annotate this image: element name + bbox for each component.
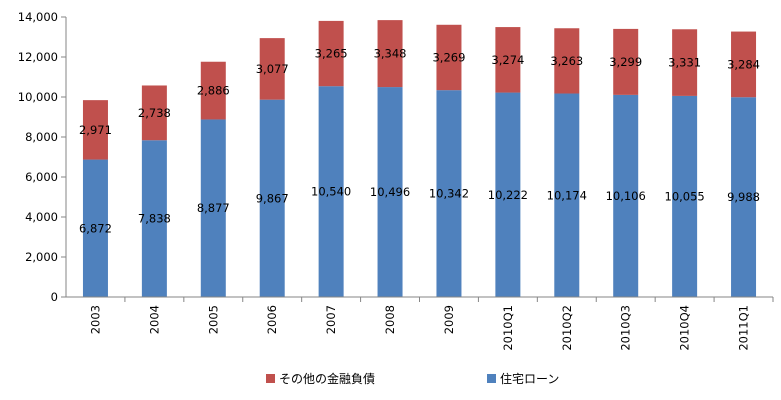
x-tick-label: 2008: [383, 305, 397, 334]
data-label-housing-loan: 10,342: [429, 187, 469, 201]
bars: 6,872 2,971 7,838 2,738 8,877 2,886 9,867 3,077…: [79, 20, 760, 298]
legend-item-other-liabilities: その他の金融負債: [266, 370, 375, 387]
legend-item-housing-loan: 住宅ローン: [487, 370, 559, 387]
x-axis: 2003 2004 2005 2006 2007 2008 2009 2010Q1 2010Q2…: [66, 296, 774, 351]
legend-label-housing-loan: 住宅ローン: [500, 372, 560, 386]
data-label-housing-loan: 9,867: [256, 191, 289, 205]
bar-housing-loan: [436, 90, 462, 297]
x-tick-label: 2003: [88, 305, 102, 334]
data-label-housing-loan: 10,222: [488, 188, 528, 202]
data-label-housing-loan: 8,877: [197, 201, 230, 215]
bar-housing-loan: [141, 140, 167, 297]
y-tick-label: 10,000: [18, 90, 58, 104]
y-tick-label: 0: [51, 290, 58, 304]
bar-other-liabilities: [495, 27, 521, 93]
x-tick-label: 2011Q1: [737, 305, 751, 351]
data-label-other-liabilities: 3,263: [550, 54, 583, 68]
x-tick-label: 2004: [147, 305, 161, 334]
x-tick-label: 2005: [206, 305, 220, 334]
data-label-housing-loan: 10,496: [370, 185, 410, 199]
data-label-other-liabilities: 3,331: [668, 56, 701, 70]
bar-other-liabilities: [259, 38, 285, 100]
bar-other-liabilities: [731, 31, 757, 98]
y-tick-label: 8,000: [25, 130, 58, 144]
bar-housing-loan: [82, 159, 108, 297]
legend: その他の金融負債 住宅ローン: [0, 370, 781, 390]
data-label-housing-loan: 7,838: [138, 212, 171, 226]
x-tick-label: 2009: [442, 305, 456, 334]
data-label-other-liabilities: 3,265: [315, 47, 348, 61]
bar-housing-loan: [731, 97, 757, 298]
data-label-other-liabilities: 2,886: [197, 84, 230, 98]
bar-other-liabilities: [82, 100, 108, 160]
y-tick-label: 14,000: [18, 10, 58, 24]
bar-other-liabilities: [318, 20, 344, 87]
bar-other-liabilities: [554, 28, 580, 94]
bar-other-liabilities: [436, 24, 462, 91]
bar-housing-loan: [613, 94, 639, 297]
y-tick-label: 6,000: [25, 170, 58, 184]
bar-housing-loan: [318, 86, 344, 297]
x-tick-label: 2010Q3: [619, 305, 633, 351]
bar-housing-loan: [377, 87, 403, 297]
y-tick-label: 12,000: [18, 50, 58, 64]
data-label-housing-loan: 10,174: [547, 188, 587, 202]
data-label-other-liabilities: 3,269: [432, 50, 465, 64]
bar-other-liabilities: [377, 20, 403, 88]
bar-housing-loan: [495, 92, 521, 297]
x-tick-label: 2010Q4: [678, 305, 692, 351]
bar-other-liabilities: [672, 29, 698, 96]
data-label-other-liabilities: 3,299: [609, 55, 642, 69]
legend-label-other-liabilities: その他の金融負債: [279, 372, 376, 386]
bar-housing-loan: [259, 99, 285, 297]
bar-housing-loan: [554, 93, 580, 298]
legend-swatch-housing-loan: [487, 374, 496, 383]
bar-housing-loan: [672, 95, 698, 298]
data-label-housing-loan: 10,106: [606, 189, 646, 203]
x-tick-label: 2010Q1: [501, 305, 515, 351]
bar-other-liabilities: [200, 61, 226, 120]
data-label-other-liabilities: 3,274: [491, 53, 524, 67]
bar-housing-loan: [200, 119, 226, 298]
y-tick-label: 2,000: [25, 250, 58, 264]
data-label-housing-loan: 10,540: [311, 185, 351, 199]
data-label-other-liabilities: 3,348: [374, 47, 407, 61]
data-label-other-liabilities: 3,077: [256, 62, 289, 76]
data-label-housing-loan: 9,988: [727, 190, 760, 204]
y-axis: 0 2,000 4,000 6,000 8,000 10,000 12,000 14,000: [18, 10, 67, 304]
x-tick-label: 2010Q2: [560, 305, 574, 351]
y-tick-label: 4,000: [25, 210, 58, 224]
x-tick-label: 2006: [265, 305, 279, 334]
bar-other-liabilities: [141, 85, 167, 141]
x-tick-label: 2007: [324, 305, 338, 334]
data-label-other-liabilities: 2,738: [138, 106, 171, 120]
data-label-housing-loan: 10,055: [665, 189, 705, 203]
data-label-other-liabilities: 2,971: [79, 123, 112, 137]
legend-swatch-other-liabilities: [266, 374, 275, 383]
data-label-housing-loan: 6,872: [79, 221, 112, 235]
data-label-other-liabilities: 3,284: [727, 57, 760, 71]
bar-other-liabilities: [613, 28, 639, 95]
